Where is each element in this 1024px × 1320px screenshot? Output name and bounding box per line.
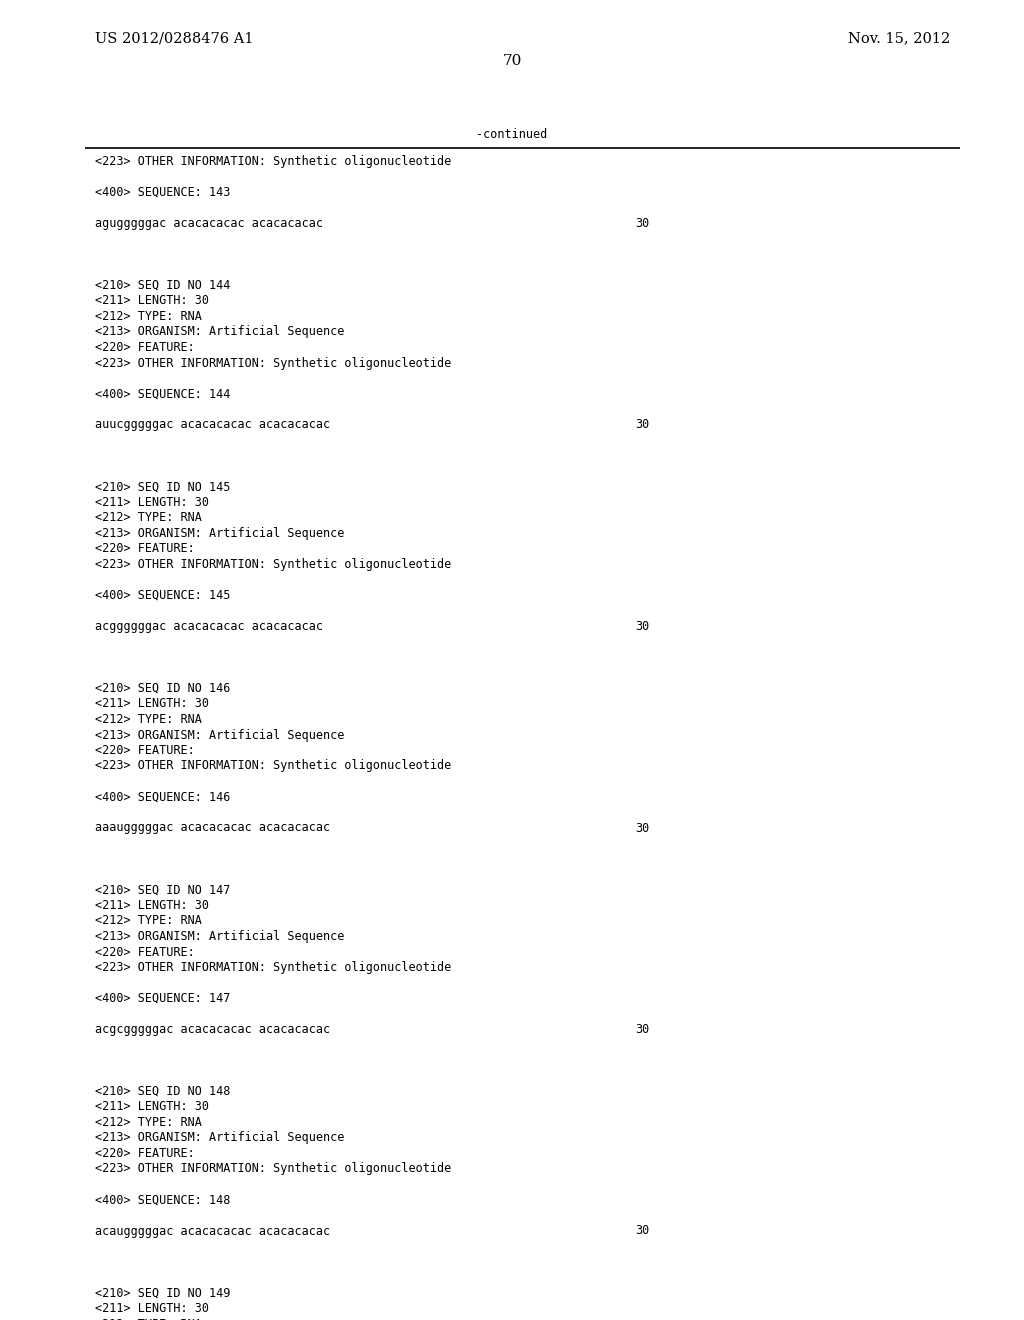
Text: 30: 30 xyxy=(635,620,649,634)
Text: <210> SEQ ID NO 147: <210> SEQ ID NO 147 xyxy=(95,883,230,896)
Text: <220> FEATURE:: <220> FEATURE: xyxy=(95,744,195,756)
Text: <213> ORGANISM: Artificial Sequence: <213> ORGANISM: Artificial Sequence xyxy=(95,931,344,942)
Text: <223> OTHER INFORMATION: Synthetic oligonucleotide: <223> OTHER INFORMATION: Synthetic oligo… xyxy=(95,961,452,974)
Text: <223> OTHER INFORMATION: Synthetic oligonucleotide: <223> OTHER INFORMATION: Synthetic oligo… xyxy=(95,1163,452,1176)
Text: <211> LENGTH: 30: <211> LENGTH: 30 xyxy=(95,1302,209,1315)
Text: acggggggac acacacacac acacacacac: acggggggac acacacacac acacacacac xyxy=(95,620,323,634)
Text: <211> LENGTH: 30: <211> LENGTH: 30 xyxy=(95,496,209,510)
Text: <210> SEQ ID NO 148: <210> SEQ ID NO 148 xyxy=(95,1085,230,1098)
Text: US 2012/0288476 A1: US 2012/0288476 A1 xyxy=(95,30,254,45)
Text: <212> TYPE: RNA: <212> TYPE: RNA xyxy=(95,511,202,524)
Text: 70: 70 xyxy=(503,54,521,69)
Text: <400> SEQUENCE: 146: <400> SEQUENCE: 146 xyxy=(95,791,230,804)
Text: <212> TYPE: RNA: <212> TYPE: RNA xyxy=(95,1317,202,1320)
Text: <223> OTHER INFORMATION: Synthetic oligonucleotide: <223> OTHER INFORMATION: Synthetic oligo… xyxy=(95,356,452,370)
Text: <220> FEATURE:: <220> FEATURE: xyxy=(95,543,195,556)
Text: -continued: -continued xyxy=(476,128,548,141)
Text: <220> FEATURE:: <220> FEATURE: xyxy=(95,1147,195,1160)
Text: <211> LENGTH: 30: <211> LENGTH: 30 xyxy=(95,899,209,912)
Text: <213> ORGANISM: Artificial Sequence: <213> ORGANISM: Artificial Sequence xyxy=(95,527,344,540)
Text: <220> FEATURE:: <220> FEATURE: xyxy=(95,945,195,958)
Text: <211> LENGTH: 30: <211> LENGTH: 30 xyxy=(95,697,209,710)
Text: Nov. 15, 2012: Nov. 15, 2012 xyxy=(848,30,950,45)
Text: <400> SEQUENCE: 148: <400> SEQUENCE: 148 xyxy=(95,1193,230,1206)
Text: <211> LENGTH: 30: <211> LENGTH: 30 xyxy=(95,294,209,308)
Text: <212> TYPE: RNA: <212> TYPE: RNA xyxy=(95,310,202,323)
Text: 30: 30 xyxy=(635,1225,649,1238)
Text: <212> TYPE: RNA: <212> TYPE: RNA xyxy=(95,713,202,726)
Text: 30: 30 xyxy=(635,821,649,834)
Text: aaaugggggac acacacacac acacacacac: aaaugggggac acacacacac acacacacac xyxy=(95,821,330,834)
Text: 30: 30 xyxy=(635,216,649,230)
Text: <213> ORGANISM: Artificial Sequence: <213> ORGANISM: Artificial Sequence xyxy=(95,326,344,338)
Text: <210> SEQ ID NO 144: <210> SEQ ID NO 144 xyxy=(95,279,230,292)
Text: <213> ORGANISM: Artificial Sequence: <213> ORGANISM: Artificial Sequence xyxy=(95,1131,344,1144)
Text: <223> OTHER INFORMATION: Synthetic oligonucleotide: <223> OTHER INFORMATION: Synthetic oligo… xyxy=(95,154,452,168)
Text: acaugggggac acacacacac acacacacac: acaugggggac acacacacac acacacacac xyxy=(95,1225,330,1238)
Text: <400> SEQUENCE: 145: <400> SEQUENCE: 145 xyxy=(95,589,230,602)
Text: <223> OTHER INFORMATION: Synthetic oligonucleotide: <223> OTHER INFORMATION: Synthetic oligo… xyxy=(95,558,452,572)
Text: <212> TYPE: RNA: <212> TYPE: RNA xyxy=(95,1115,202,1129)
Text: auucgggggac acacacacac acacacacac: auucgggggac acacacacac acacacacac xyxy=(95,418,330,432)
Text: <210> SEQ ID NO 149: <210> SEQ ID NO 149 xyxy=(95,1287,230,1299)
Text: <400> SEQUENCE: 143: <400> SEQUENCE: 143 xyxy=(95,186,230,199)
Text: <400> SEQUENCE: 147: <400> SEQUENCE: 147 xyxy=(95,993,230,1005)
Text: <213> ORGANISM: Artificial Sequence: <213> ORGANISM: Artificial Sequence xyxy=(95,729,344,742)
Text: <211> LENGTH: 30: <211> LENGTH: 30 xyxy=(95,1101,209,1114)
Text: <210> SEQ ID NO 146: <210> SEQ ID NO 146 xyxy=(95,682,230,696)
Text: <223> OTHER INFORMATION: Synthetic oligonucleotide: <223> OTHER INFORMATION: Synthetic oligo… xyxy=(95,759,452,772)
Text: 30: 30 xyxy=(635,418,649,432)
Text: <400> SEQUENCE: 144: <400> SEQUENCE: 144 xyxy=(95,388,230,400)
Text: <210> SEQ ID NO 145: <210> SEQ ID NO 145 xyxy=(95,480,230,494)
Text: 30: 30 xyxy=(635,1023,649,1036)
Text: <220> FEATURE:: <220> FEATURE: xyxy=(95,341,195,354)
Text: <212> TYPE: RNA: <212> TYPE: RNA xyxy=(95,915,202,928)
Text: acgcgggggac acacacacac acacacacac: acgcgggggac acacacacac acacacacac xyxy=(95,1023,330,1036)
Text: agugggggac acacacacac acacacacac: agugggggac acacacacac acacacacac xyxy=(95,216,323,230)
